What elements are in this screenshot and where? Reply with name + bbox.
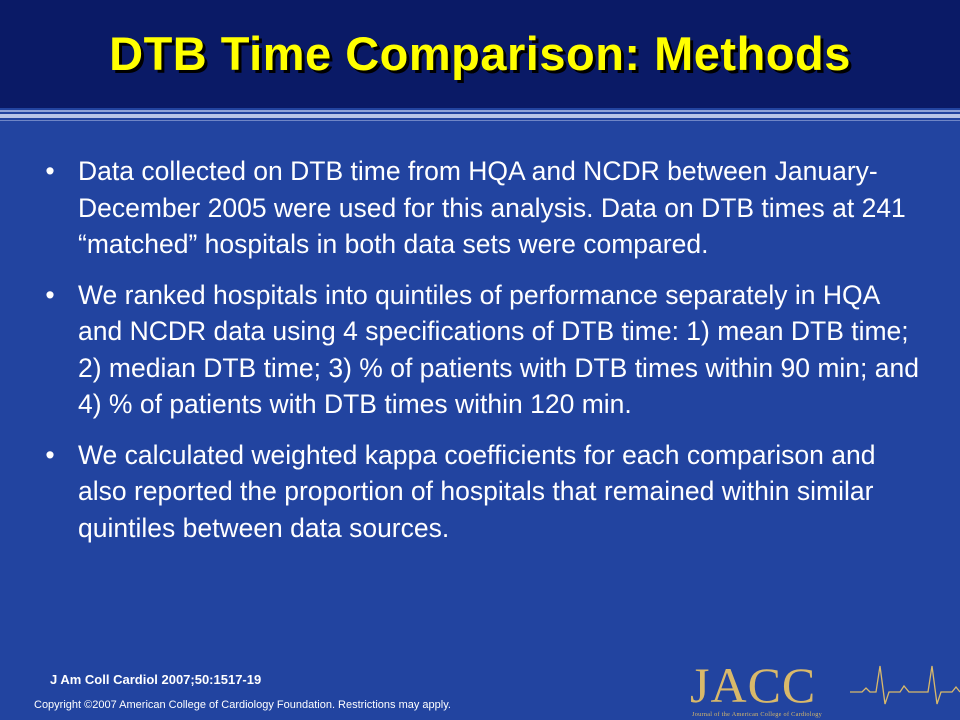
bullet-text: We calculated weighted kappa coefficient… xyxy=(78,439,876,543)
divider-line xyxy=(0,110,960,112)
ecg-trace-icon xyxy=(850,665,960,705)
copyright-notice: Copyright ©2007 American College of Card… xyxy=(34,699,451,711)
bullet-item: • We calculated weighted kappa coefficie… xyxy=(40,437,920,547)
bullet-text: Data collected on DTB time from HQA and … xyxy=(78,156,906,259)
divider-line xyxy=(0,114,960,118)
title-bar xyxy=(0,0,960,108)
bullet-text: We ranked hospitals into quintiles of pe… xyxy=(78,279,919,420)
logo-subtitle: Journal of the American College of Cardi… xyxy=(692,711,823,718)
bullet-item: • We ranked hospitals into quintiles of … xyxy=(40,277,920,423)
bullet-item: • Data collected on DTB time from HQA an… xyxy=(40,153,920,263)
bullet-icon: • xyxy=(45,439,55,470)
bullet-list: • Data collected on DTB time from HQA an… xyxy=(40,153,920,560)
bullet-icon: • xyxy=(45,156,55,186)
citation: J Am Coll Cardiol 2007;50:1517-19 xyxy=(50,672,262,687)
jacc-logo: JACC Journal of the American College of … xyxy=(690,657,960,718)
divider-line xyxy=(0,120,960,121)
bullet-icon: • xyxy=(45,279,55,310)
slide-title: DTB Time Comparison: Methods xyxy=(109,27,851,80)
logo-text: JACC xyxy=(690,657,816,713)
